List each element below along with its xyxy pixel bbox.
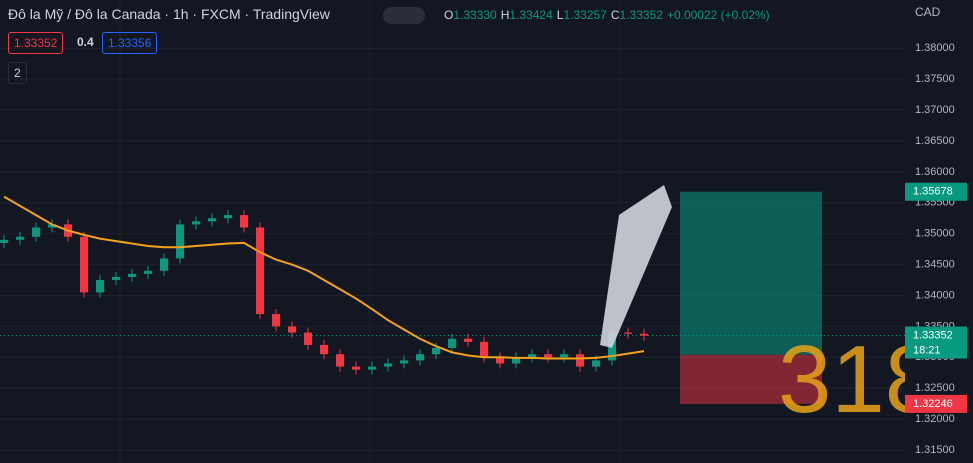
candle-body [384,363,392,367]
candle-body [80,236,88,293]
candle-body [544,354,552,358]
candle-body [304,332,312,345]
ohlc: O1.33330 H1.33424 L1.33257 C1.33352 +0.00022… [440,8,770,22]
candle-body [464,338,472,342]
symbol-title[interactable]: Đô la Mỹ / Đô la Canada · 1h · FXCM · Tr… [8,6,330,22]
ohlc-key: C [610,8,620,22]
ohlc-key: O [444,8,454,22]
candle-body [528,354,536,358]
candle-body [272,314,280,327]
candle-body [128,273,136,277]
candle-body [112,276,120,281]
ohlc-value: 1.33330 [453,8,497,22]
candle-body [560,354,568,358]
countdown: 18:21 [913,344,941,356]
y-tick-label: 1.35000 [915,228,955,240]
candle-body [512,357,520,364]
spread: 0.4 [77,35,94,49]
stop-zone [680,354,822,404]
ohlc-value: 1.33257 [563,8,607,22]
candle-body [192,221,200,225]
price-label: 1.33352 [913,329,953,341]
buy-button[interactable]: 1.33356 [102,32,158,54]
ohlc-key: L [556,8,564,22]
candle-body [16,236,24,240]
candle-body [416,354,424,361]
candle-body [352,366,360,370]
candle-body [208,218,216,222]
candle-body [256,227,264,315]
ohlc-key: H [500,8,510,22]
candle-body [0,239,8,243]
candle-body [240,215,248,228]
price-label: 1.35678 [913,186,953,198]
candle-body [432,348,440,355]
candle-body [624,332,632,334]
y-tick-label: 1.36000 [915,166,955,178]
candle-body [96,280,104,293]
status-pill[interactable] [383,7,425,24]
ohlc-value: 1.33352 [619,8,663,22]
candle-body [480,341,488,358]
price-label-bg [905,394,967,413]
change: +0.00022 (+0.02%) [666,8,770,22]
arrow [600,185,672,348]
candle-body [176,224,184,259]
candle-body [496,357,504,364]
target-zone [680,191,822,355]
candle-body [224,215,232,219]
price-label: 1.32246 [913,398,953,410]
candle-body [336,354,344,367]
candle-body [32,227,40,237]
y-tick-label: 1.37000 [915,104,955,116]
price-axis [905,0,973,463]
currency[interactable]: CAD [915,5,941,19]
moving-average [3,195,645,360]
y-tick-label: 1.32000 [915,413,955,425]
candle-body [160,258,168,271]
candle-body [576,354,584,367]
y-tick-label: 1.37500 [915,73,955,85]
sell-button[interactable]: 1.33352 [8,32,64,54]
price-label-bg [905,326,967,359]
indicator-toggle[interactable]: 2 [8,62,27,84]
y-tick-label: 1.38000 [915,42,955,54]
ohlc-value: 1.33424 [509,8,553,22]
y-tick-label: 1.31500 [915,444,955,456]
candle-body [48,224,56,228]
y-tick-label: 1.32500 [915,382,955,394]
candle-body [592,360,600,367]
candle-body [448,338,456,349]
candle-body [288,326,296,333]
y-tick-label: 1.34500 [915,258,955,270]
candle-body [320,344,328,355]
price-label-bg [905,182,967,201]
candle-body [368,366,376,370]
candle-body [144,270,152,274]
y-tick-label: 1.34000 [915,289,955,301]
candle-body [640,333,648,336]
y-tick-label: 1.36500 [915,135,955,147]
candle-body [400,360,408,364]
